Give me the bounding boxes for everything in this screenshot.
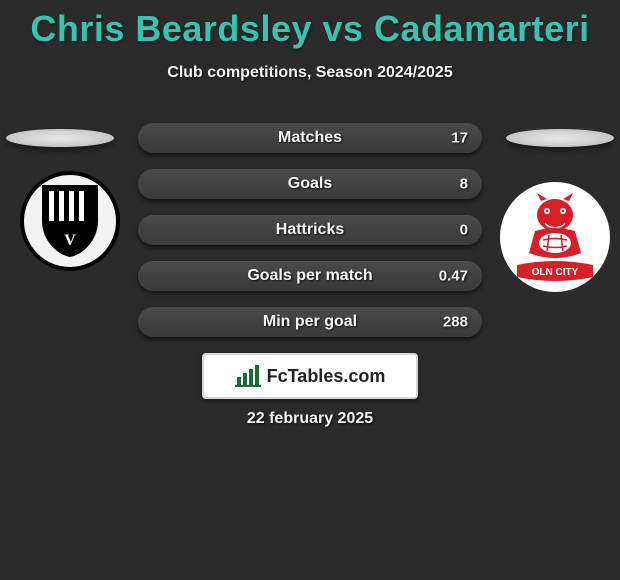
stat-row-matches: Matches 17 [138, 123, 482, 153]
platform-left [6, 129, 114, 147]
svg-text:V: V [64, 232, 76, 249]
stat-right-value: 17 [451, 130, 468, 147]
stat-row-goals: Goals 8 [138, 169, 482, 199]
shield-icon: V [37, 183, 103, 259]
page-subtitle: Club competitions, Season 2024/2025 [0, 64, 620, 82]
brand-text: FcTables.com [267, 366, 386, 387]
stat-row-hattricks: Hattricks 0 [138, 215, 482, 245]
imp-emblem-icon: OLN CITY [505, 187, 605, 287]
stat-label: Min per goal [263, 313, 357, 331]
platform-right [506, 129, 614, 147]
stat-row-mpg: Min per goal 288 [138, 307, 482, 337]
stat-right-value: 0 [460, 222, 468, 239]
stat-right-value: 8 [460, 176, 468, 193]
club-crest-right: OLN CITY [500, 182, 610, 292]
stats-panel: Matches 17 Goals 8 Hattricks 0 Goals per… [138, 123, 482, 353]
stat-label: Goals [288, 175, 332, 193]
stat-right-value: 288 [443, 314, 468, 331]
page-title: Chris Beardsley vs Cadamarteri [0, 0, 620, 50]
stat-right-value: 0.47 [439, 268, 468, 285]
bar-chart-icon [235, 365, 261, 387]
footer-date: 22 february 2025 [247, 410, 373, 428]
brand-logo-box: FcTables.com [202, 353, 418, 399]
stat-label: Matches [278, 129, 342, 147]
stat-row-gpm: Goals per match 0.47 [138, 261, 482, 291]
club-crest-left: V [20, 171, 120, 271]
ribbon-text: OLN CITY [532, 267, 579, 278]
stat-label: Hattricks [276, 221, 344, 239]
stat-label: Goals per match [247, 267, 372, 285]
